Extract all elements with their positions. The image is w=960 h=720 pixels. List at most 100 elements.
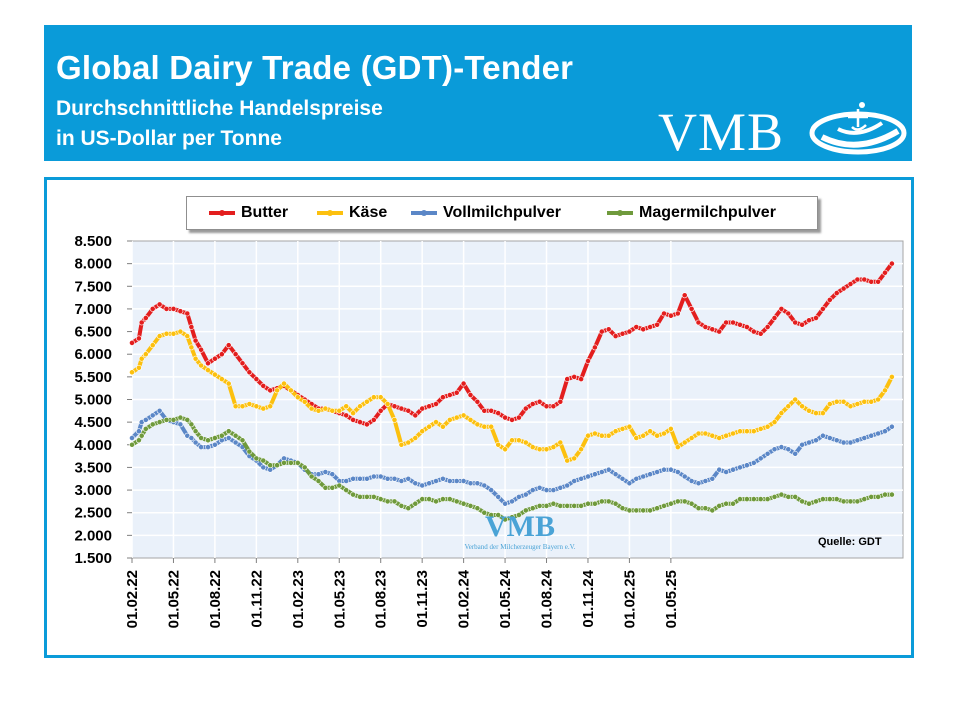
data-point-vollmilchpulver — [192, 439, 199, 446]
data-point-magermilchpulver — [308, 473, 315, 480]
data-point-magermilchpulver — [757, 496, 764, 502]
data-point-vollmilchpulver — [840, 439, 847, 446]
x-tick-label: 01.11.22 — [248, 570, 265, 628]
data-point-magermilchpulver — [239, 437, 246, 444]
data-point-vollmilchpulver — [357, 475, 363, 482]
data-point-vollmilchpulver — [363, 475, 370, 482]
legend-item-vollmilchpulver[interactable]: Vollmilchpulver — [409, 197, 561, 229]
data-point-magermilchpulver — [592, 500, 598, 507]
data-point-kaese — [771, 419, 778, 425]
data-point-vollmilchpulver — [709, 475, 716, 482]
data-point-butter — [218, 351, 225, 358]
data-point-kaese — [239, 403, 246, 410]
data-point-butter — [785, 310, 792, 317]
data-point-butter — [163, 305, 170, 312]
data-point-vollmilchpulver — [633, 475, 640, 482]
data-point-butter — [778, 305, 785, 312]
data-point-butter — [744, 324, 750, 330]
data-point-vollmilchpulver — [426, 480, 432, 487]
data-point-vollmilchpulver — [377, 473, 384, 480]
data-point-vollmilchpulver — [536, 484, 543, 491]
data-point-magermilchpulver — [868, 493, 875, 500]
data-point-magermilchpulver — [192, 428, 199, 435]
data-point-kaese — [875, 396, 881, 403]
data-point-kaese — [488, 423, 495, 430]
data-point-magermilchpulver — [847, 498, 854, 505]
data-point-vollmilchpulver — [806, 439, 812, 446]
data-point-vollmilchpulver — [198, 444, 204, 450]
data-point-magermilchpulver — [398, 502, 405, 509]
data-point-butter — [184, 310, 191, 317]
data-point-kaese — [301, 398, 308, 405]
legend-item-butter[interactable]: Butter — [207, 197, 288, 229]
data-point-kaese — [135, 364, 142, 371]
y-tick-label: 4.500 — [74, 414, 112, 431]
data-point-vollmilchpulver — [412, 480, 419, 487]
data-point-vollmilchpulver — [681, 473, 688, 480]
data-point-butter — [232, 351, 239, 358]
data-point-vollmilchpulver — [564, 482, 571, 489]
data-point-magermilchpulver — [177, 414, 184, 421]
data-point-vollmilchpulver — [674, 469, 681, 475]
data-point-kaese — [647, 428, 653, 435]
data-point-butter — [439, 394, 446, 401]
data-point-vollmilchpulver — [446, 478, 453, 484]
legend-label-butter: Butter — [241, 204, 289, 221]
data-point-butter — [156, 301, 163, 308]
data-point-magermilchpulver — [170, 416, 177, 423]
y-tick-label: 4.000 — [74, 437, 112, 454]
data-point-butter — [412, 412, 419, 419]
data-point-vollmilchpulver — [723, 469, 729, 475]
data-point-vollmilchpulver — [502, 500, 508, 507]
data-point-vollmilchpulver — [785, 446, 792, 453]
data-point-butter — [661, 310, 667, 317]
data-point-kaese — [688, 435, 695, 441]
data-point-vollmilchpulver — [612, 471, 619, 478]
legend-item-magermilchpulver[interactable]: Magermilchpulver — [605, 197, 776, 229]
data-point-kaese — [211, 371, 218, 378]
data-point-butter — [198, 346, 204, 353]
data-point-butter — [405, 407, 412, 414]
data-point-magermilchpulver — [135, 437, 142, 444]
data-point-vollmilchpulver — [778, 444, 785, 450]
y-tick-label: 8.000 — [74, 256, 112, 273]
data-point-kaese — [509, 437, 515, 444]
series-kaese — [129, 328, 895, 464]
data-point-kaese — [336, 407, 343, 414]
data-point-magermilchpulver — [439, 496, 446, 502]
data-point-kaese — [198, 362, 204, 369]
data-point-kaese — [205, 367, 211, 373]
data-point-magermilchpulver — [702, 505, 709, 512]
data-point-magermilchpulver — [543, 502, 550, 509]
data-point-vollmilchpulver — [188, 435, 195, 441]
data-point-vollmilchpulver — [847, 439, 854, 446]
data-point-kaese — [287, 387, 294, 394]
data-point-magermilchpulver — [453, 498, 460, 505]
data-point-vollmilchpulver — [571, 478, 578, 484]
data-point-vollmilchpulver — [481, 482, 488, 489]
data-point-kaese — [778, 410, 785, 416]
data-point-magermilchpulver — [875, 493, 881, 500]
data-point-butter — [709, 326, 716, 333]
data-point-magermilchpulver — [184, 416, 191, 423]
legend-item-kaese[interactable]: Käse — [315, 197, 387, 229]
data-point-kaese — [799, 403, 805, 410]
data-point-butter — [813, 315, 819, 321]
data-point-vollmilchpulver — [156, 407, 163, 414]
data-point-kaese — [343, 403, 350, 410]
data-point-kaese — [674, 444, 681, 450]
legend: Butter Käse Vollmilchpulver Magermilchpu… — [186, 196, 818, 230]
x-tick-label: 01.02.25 — [621, 570, 638, 628]
data-point-butter — [350, 416, 356, 423]
data-point-magermilchpulver — [211, 435, 218, 441]
data-point-butter — [868, 278, 875, 285]
data-point-magermilchpulver — [771, 493, 778, 500]
data-point-butter — [668, 312, 674, 319]
data-point-butter — [633, 324, 640, 330]
data-point-magermilchpulver — [467, 502, 474, 509]
page-title: Global Dairy Trade (GDT)-Tender — [56, 49, 574, 86]
data-point-magermilchpulver — [474, 505, 481, 512]
subtitle-line-1: Durchschnittliche Handelspreise — [56, 97, 383, 120]
data-point-kaese — [405, 439, 412, 446]
data-point-butter — [363, 421, 370, 428]
